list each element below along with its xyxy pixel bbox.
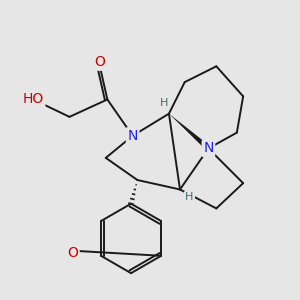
Text: N: N — [203, 141, 214, 155]
Text: O: O — [94, 55, 105, 69]
Text: HO: HO — [22, 92, 44, 106]
Text: N: N — [128, 129, 138, 143]
Text: H: H — [185, 192, 194, 203]
Text: O: O — [67, 246, 78, 260]
Polygon shape — [169, 114, 210, 151]
Text: H: H — [160, 98, 168, 108]
